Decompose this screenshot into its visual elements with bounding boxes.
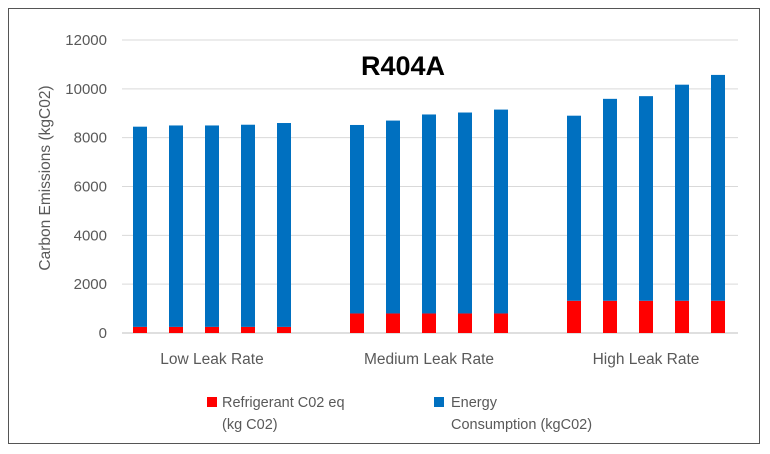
bar-energy-1-3 <box>458 112 472 314</box>
bar-refrigerant-1-2 <box>422 313 436 333</box>
bar-energy-0-0 <box>133 126 147 327</box>
y-tick-label-2000: 2000 <box>74 276 107 293</box>
bar-refrigerant-0-1 <box>169 326 183 333</box>
y-axis-ticks: 0 2000 4000 6000 8000 10000 12000 <box>65 32 107 342</box>
category-label-2: High Leak Rate <box>593 351 700 368</box>
bar-energy-2-4 <box>711 74 725 301</box>
legend-swatch-energy <box>434 397 444 407</box>
y-tick-label-10000: 10000 <box>65 81 107 98</box>
legend-label-energy-line2: Consumption (kgC02) <box>451 417 592 433</box>
bar-energy-1-0 <box>350 124 364 314</box>
bar-refrigerant-2-3 <box>675 300 689 333</box>
bar-energy-0-2 <box>205 125 219 327</box>
bar-refrigerant-2-0 <box>567 300 581 333</box>
bar-energy-0-4 <box>277 123 291 327</box>
bar-refrigerant-0-0 <box>133 326 147 333</box>
category-label-0: Low Leak Rate <box>160 351 263 368</box>
legend: Refrigerant C02 eq (kg C02) Energy Consu… <box>207 395 592 433</box>
bar-energy-1-1 <box>386 120 400 314</box>
category-label-1: Medium Leak Rate <box>364 351 494 368</box>
bar-energy-2-0 <box>567 115 581 301</box>
y-tick-label-6000: 6000 <box>74 179 107 196</box>
y-tick-label-8000: 8000 <box>74 130 107 147</box>
bars <box>133 74 725 333</box>
bar-refrigerant-2-2 <box>639 300 653 333</box>
legend-label-energy-line1: Energy <box>451 395 498 411</box>
bar-refrigerant-1-0 <box>350 313 364 333</box>
y-tick-label-4000: 4000 <box>74 227 107 244</box>
bar-refrigerant-0-4 <box>277 326 291 333</box>
bar-refrigerant-1-4 <box>494 313 508 333</box>
y-tick-label-0: 0 <box>99 325 107 342</box>
bar-refrigerant-2-4 <box>711 300 725 333</box>
category-labels: Low Leak Rate Medium Leak Rate High Leak R… <box>160 351 699 368</box>
bar-refrigerant-0-3 <box>241 326 255 333</box>
chart-title: R404A <box>361 51 445 81</box>
legend-label-refrigerant-line1: Refrigerant C02 eq <box>222 395 345 411</box>
bar-energy-1-2 <box>422 114 436 314</box>
bar-energy-2-2 <box>639 96 653 301</box>
bar-energy-2-1 <box>603 98 617 301</box>
bar-refrigerant-2-1 <box>603 300 617 333</box>
bar-refrigerant-1-1 <box>386 313 400 333</box>
bar-energy-0-3 <box>241 124 255 327</box>
legend-swatch-refrigerant <box>207 397 217 407</box>
bar-refrigerant-0-2 <box>205 326 219 333</box>
bar-energy-1-4 <box>494 109 508 314</box>
bar-refrigerant-1-3 <box>458 313 472 333</box>
bar-energy-0-1 <box>169 125 183 327</box>
legend-label-refrigerant-line2: (kg C02) <box>222 417 278 433</box>
y-axis-label: Carbon Emissions (kgC02) <box>37 85 54 270</box>
bar-energy-2-3 <box>675 84 689 301</box>
y-tick-label-12000: 12000 <box>65 32 107 49</box>
